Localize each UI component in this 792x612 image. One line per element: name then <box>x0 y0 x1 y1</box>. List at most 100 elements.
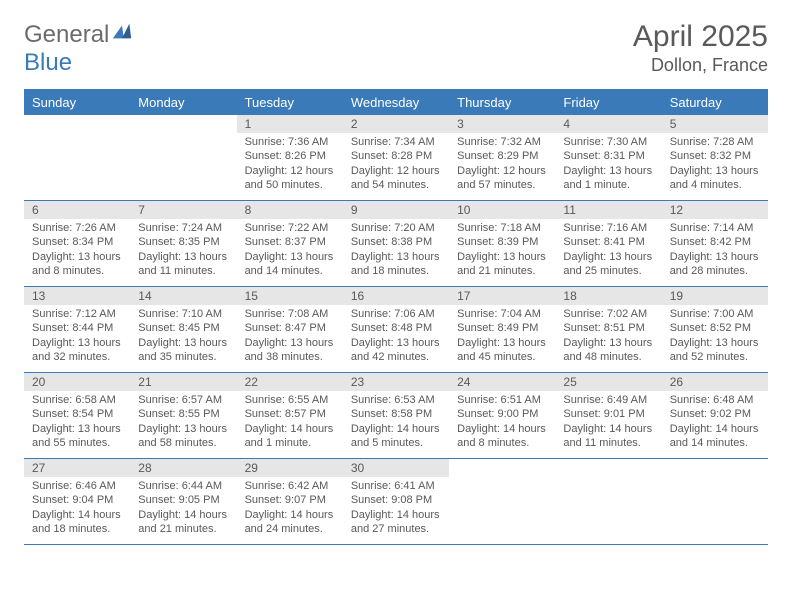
day-number: 20 <box>24 373 130 391</box>
weekday-header: Tuesday <box>237 90 343 115</box>
day-body: Sunrise: 7:00 AMSunset: 8:52 PMDaylight:… <box>662 305 768 368</box>
calendar-cell: 30Sunrise: 6:41 AMSunset: 9:08 PMDayligh… <box>343 459 449 545</box>
day-body: Sunrise: 7:26 AMSunset: 8:34 PMDaylight:… <box>24 219 130 282</box>
daylight-text: Daylight: 13 hours and 58 minutes. <box>138 422 228 451</box>
day-body: Sunrise: 6:57 AMSunset: 8:55 PMDaylight:… <box>130 391 236 454</box>
calendar-cell: 16Sunrise: 7:06 AMSunset: 8:48 PMDayligh… <box>343 287 449 373</box>
daylight-text: Daylight: 13 hours and 52 minutes. <box>670 336 760 365</box>
day-body: Sunrise: 6:44 AMSunset: 9:05 PMDaylight:… <box>130 477 236 540</box>
sunrise-text: Sunrise: 6:44 AM <box>138 479 228 493</box>
calendar-table: Sunday Monday Tuesday Wednesday Thursday… <box>24 89 768 545</box>
sunrise-text: Sunrise: 6:41 AM <box>351 479 441 493</box>
day-body: Sunrise: 7:06 AMSunset: 8:48 PMDaylight:… <box>343 305 449 368</box>
calendar-cell <box>662 459 768 545</box>
weekday-header: Friday <box>555 90 661 115</box>
sunset-text: Sunset: 8:51 PM <box>563 321 653 335</box>
logo-text: General Blue <box>24 20 133 77</box>
day-body: Sunrise: 7:04 AMSunset: 8:49 PMDaylight:… <box>449 305 555 368</box>
day-body: Sunrise: 6:58 AMSunset: 8:54 PMDaylight:… <box>24 391 130 454</box>
sunrise-text: Sunrise: 7:20 AM <box>351 221 441 235</box>
calendar-cell: 13Sunrise: 7:12 AMSunset: 8:44 PMDayligh… <box>24 287 130 373</box>
sunset-text: Sunset: 8:44 PM <box>32 321 122 335</box>
weekday-header-row: Sunday Monday Tuesday Wednesday Thursday… <box>24 90 768 115</box>
sunrise-text: Sunrise: 7:00 AM <box>670 307 760 321</box>
calendar-cell: 2Sunrise: 7:34 AMSunset: 8:28 PMDaylight… <box>343 115 449 201</box>
weekday-header: Saturday <box>662 90 768 115</box>
sunrise-text: Sunrise: 6:42 AM <box>245 479 335 493</box>
day-body: Sunrise: 6:46 AMSunset: 9:04 PMDaylight:… <box>24 477 130 540</box>
sunrise-text: Sunrise: 6:58 AM <box>32 393 122 407</box>
calendar-cell: 26Sunrise: 6:48 AMSunset: 9:02 PMDayligh… <box>662 373 768 459</box>
header: General Blue April 2025 Dollon, France <box>24 20 768 77</box>
logo-part1: General <box>24 21 109 48</box>
sunrise-text: Sunrise: 7:06 AM <box>351 307 441 321</box>
sunrise-text: Sunrise: 7:04 AM <box>457 307 547 321</box>
sunset-text: Sunset: 8:48 PM <box>351 321 441 335</box>
calendar-cell: 14Sunrise: 7:10 AMSunset: 8:45 PMDayligh… <box>130 287 236 373</box>
sunrise-text: Sunrise: 7:18 AM <box>457 221 547 235</box>
daylight-text: Daylight: 13 hours and 42 minutes. <box>351 336 441 365</box>
sunset-text: Sunset: 8:37 PM <box>245 235 335 249</box>
day-body: Sunrise: 7:12 AMSunset: 8:44 PMDaylight:… <box>24 305 130 368</box>
calendar-cell: 6Sunrise: 7:26 AMSunset: 8:34 PMDaylight… <box>24 201 130 287</box>
sunset-text: Sunset: 8:29 PM <box>457 149 547 163</box>
calendar-cell: 5Sunrise: 7:28 AMSunset: 8:32 PMDaylight… <box>662 115 768 201</box>
calendar-cell: 25Sunrise: 6:49 AMSunset: 9:01 PMDayligh… <box>555 373 661 459</box>
sunrise-text: Sunrise: 7:26 AM <box>32 221 122 235</box>
page-title: April 2025 <box>633 20 768 53</box>
calendar-cell: 20Sunrise: 6:58 AMSunset: 8:54 PMDayligh… <box>24 373 130 459</box>
sunset-text: Sunset: 8:55 PM <box>138 407 228 421</box>
logo-icon <box>111 20 133 42</box>
day-number: 14 <box>130 287 236 305</box>
daylight-text: Daylight: 13 hours and 18 minutes. <box>351 250 441 279</box>
day-body: Sunrise: 7:10 AMSunset: 8:45 PMDaylight:… <box>130 305 236 368</box>
day-number: 6 <box>24 201 130 219</box>
day-number: 15 <box>237 287 343 305</box>
daylight-text: Daylight: 12 hours and 57 minutes. <box>457 164 547 193</box>
day-number: 30 <box>343 459 449 477</box>
day-body: Sunrise: 7:16 AMSunset: 8:41 PMDaylight:… <box>555 219 661 282</box>
sunrise-text: Sunrise: 6:49 AM <box>563 393 653 407</box>
calendar-cell: 3Sunrise: 7:32 AMSunset: 8:29 PMDaylight… <box>449 115 555 201</box>
calendar-cell: 7Sunrise: 7:24 AMSunset: 8:35 PMDaylight… <box>130 201 236 287</box>
day-number: 19 <box>662 287 768 305</box>
day-number: 23 <box>343 373 449 391</box>
daylight-text: Daylight: 14 hours and 27 minutes. <box>351 508 441 537</box>
title-block: April 2025 Dollon, France <box>633 20 768 76</box>
daylight-text: Daylight: 13 hours and 55 minutes. <box>32 422 122 451</box>
daylight-text: Daylight: 13 hours and 25 minutes. <box>563 250 653 279</box>
calendar-row: 1Sunrise: 7:36 AMSunset: 8:26 PMDaylight… <box>24 115 768 201</box>
daylight-text: Daylight: 13 hours and 38 minutes. <box>245 336 335 365</box>
day-number: 26 <box>662 373 768 391</box>
calendar-cell: 27Sunrise: 6:46 AMSunset: 9:04 PMDayligh… <box>24 459 130 545</box>
sunset-text: Sunset: 9:04 PM <box>32 493 122 507</box>
day-body: Sunrise: 6:41 AMSunset: 9:08 PMDaylight:… <box>343 477 449 540</box>
day-number: 1 <box>237 115 343 133</box>
calendar-cell: 23Sunrise: 6:53 AMSunset: 8:58 PMDayligh… <box>343 373 449 459</box>
day-number: 9 <box>343 201 449 219</box>
calendar-cell <box>24 115 130 201</box>
daylight-text: Daylight: 14 hours and 18 minutes. <box>32 508 122 537</box>
sunrise-text: Sunrise: 6:51 AM <box>457 393 547 407</box>
daylight-text: Daylight: 14 hours and 21 minutes. <box>138 508 228 537</box>
sunset-text: Sunset: 8:49 PM <box>457 321 547 335</box>
daylight-text: Daylight: 13 hours and 1 minute. <box>563 164 653 193</box>
sunrise-text: Sunrise: 6:55 AM <box>245 393 335 407</box>
sunrise-text: Sunrise: 7:22 AM <box>245 221 335 235</box>
daylight-text: Daylight: 13 hours and 21 minutes. <box>457 250 547 279</box>
sunrise-text: Sunrise: 6:46 AM <box>32 479 122 493</box>
sunrise-text: Sunrise: 7:34 AM <box>351 135 441 149</box>
day-body: Sunrise: 6:51 AMSunset: 9:00 PMDaylight:… <box>449 391 555 454</box>
day-body: Sunrise: 7:02 AMSunset: 8:51 PMDaylight:… <box>555 305 661 368</box>
daylight-text: Daylight: 13 hours and 11 minutes. <box>138 250 228 279</box>
daylight-text: Daylight: 14 hours and 5 minutes. <box>351 422 441 451</box>
sunset-text: Sunset: 8:58 PM <box>351 407 441 421</box>
day-body: Sunrise: 7:34 AMSunset: 8:28 PMDaylight:… <box>343 133 449 196</box>
daylight-text: Daylight: 13 hours and 8 minutes. <box>32 250 122 279</box>
sunset-text: Sunset: 9:05 PM <box>138 493 228 507</box>
sunrise-text: Sunrise: 7:32 AM <box>457 135 547 149</box>
logo: General Blue <box>24 20 133 77</box>
calendar-cell <box>555 459 661 545</box>
sunset-text: Sunset: 8:32 PM <box>670 149 760 163</box>
day-number: 7 <box>130 201 236 219</box>
